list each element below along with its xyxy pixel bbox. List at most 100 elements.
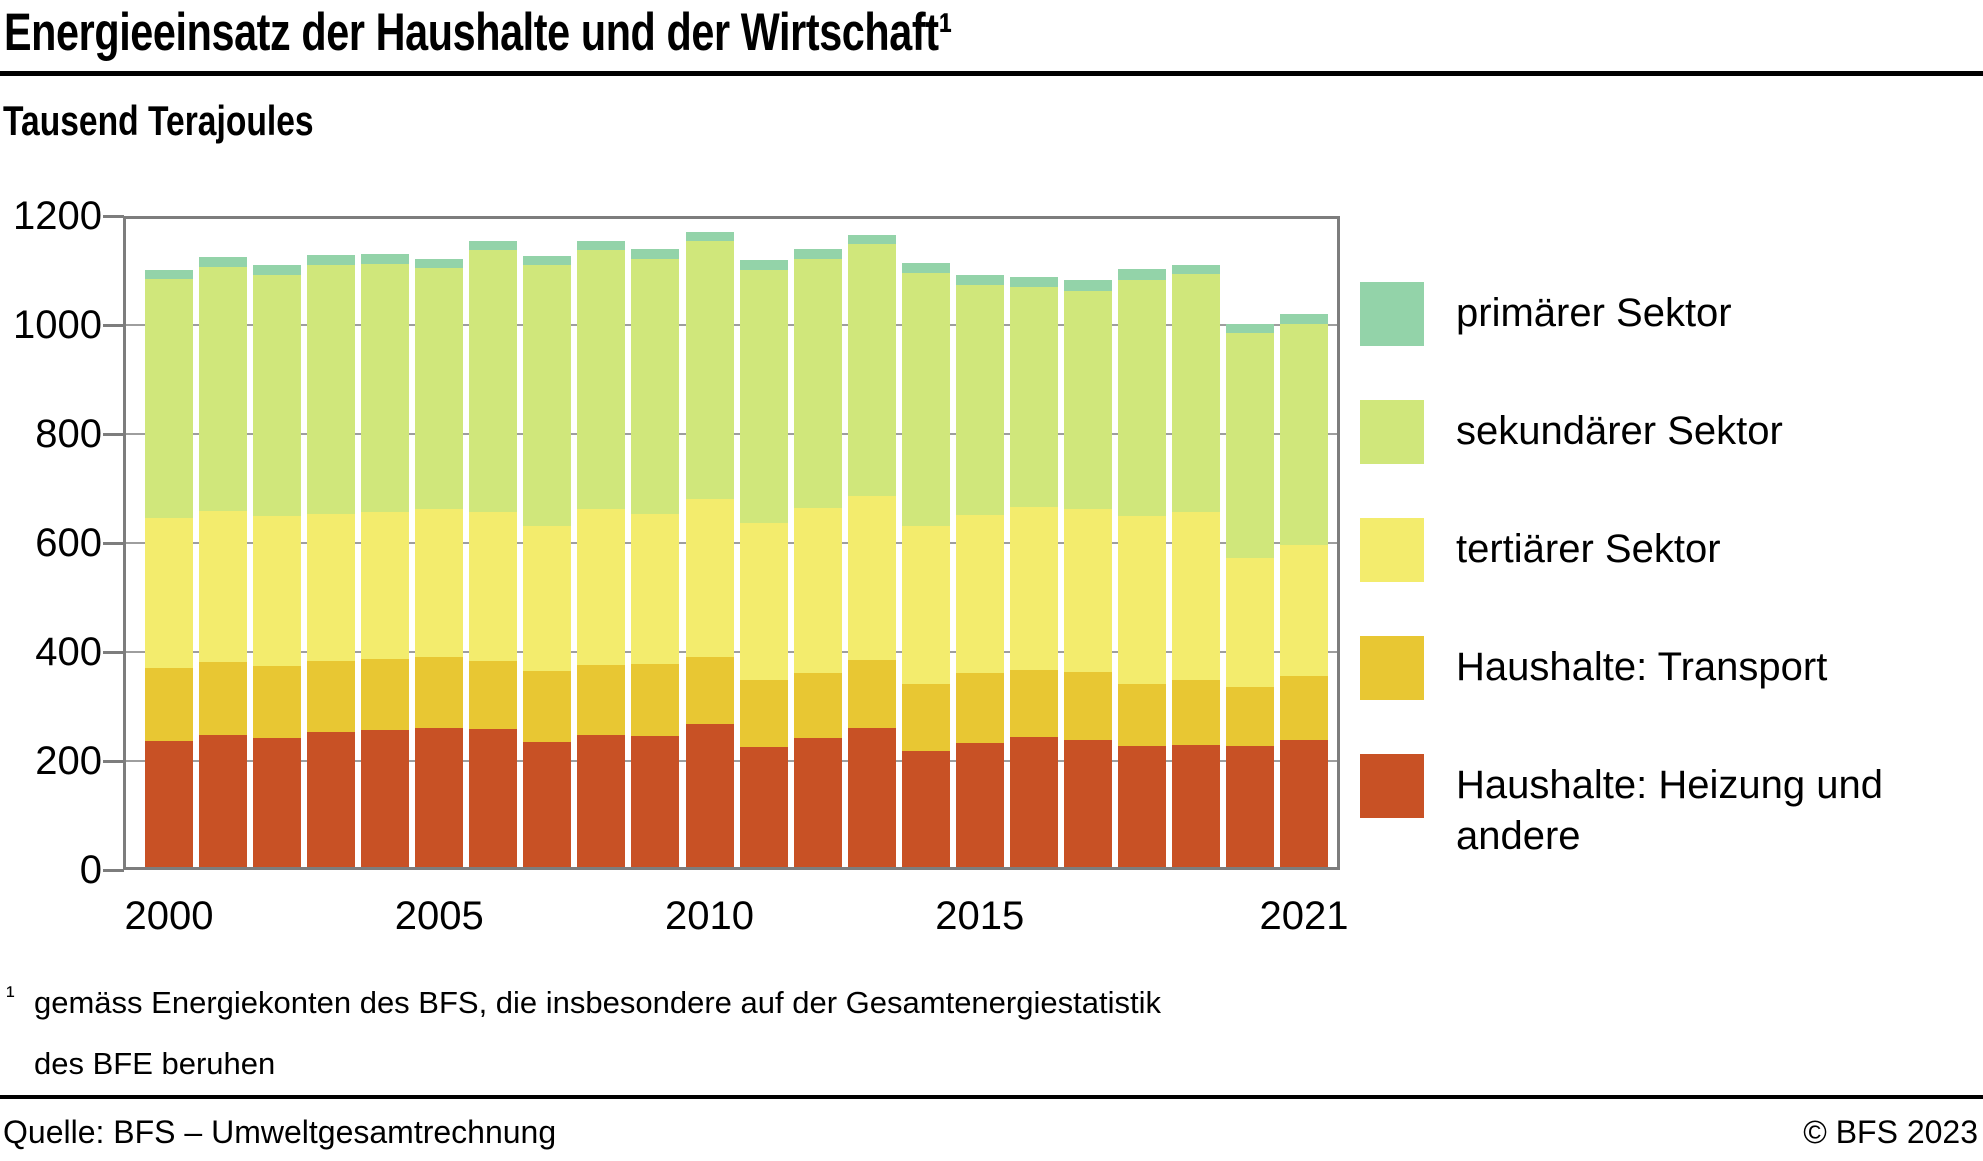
bar-segment — [1280, 740, 1329, 870]
bar-segment — [793, 507, 842, 673]
bar-segment — [739, 523, 788, 681]
bar-2019 — [1171, 264, 1220, 870]
bar-segment — [145, 269, 193, 279]
bar-segment — [901, 272, 950, 527]
bar-segment — [1063, 739, 1112, 870]
bar-segment — [793, 737, 842, 871]
legend-swatch — [1360, 400, 1424, 464]
bar-segment — [631, 664, 680, 736]
bar-segment — [1226, 686, 1274, 747]
bar-segment — [847, 659, 896, 728]
bar-segment — [1171, 744, 1220, 870]
bar-segment — [415, 657, 464, 728]
bar-2020 — [1226, 323, 1274, 871]
bar-2007 — [523, 256, 572, 870]
bar-segment — [577, 250, 626, 509]
bar-segment — [955, 514, 1004, 674]
bar-segment — [145, 668, 193, 741]
legend-swatch — [1360, 282, 1424, 346]
bar-segment — [361, 511, 410, 659]
legend-swatch — [1360, 636, 1424, 700]
legend-swatch — [1360, 754, 1424, 818]
copyright-label: © BFS 2023 — [1803, 1114, 1978, 1150]
bar-segment — [523, 256, 572, 266]
bar-segment — [901, 262, 950, 273]
bar-2006 — [469, 240, 518, 870]
bar-segment — [145, 518, 193, 669]
bar-segment — [1280, 313, 1329, 325]
legend-label: Haushalte: Heizung und andere — [1456, 763, 1883, 858]
bar-segment — [847, 244, 896, 497]
bar-segment — [307, 732, 356, 870]
bar-segment — [1117, 746, 1166, 871]
bar-segment — [523, 265, 572, 527]
y-tick-label-1000: 1000 — [13, 303, 102, 347]
y-tick-1000 — [103, 323, 124, 327]
bar-segment — [739, 260, 788, 270]
source-divider — [0, 1095, 1983, 1099]
bar-segment — [199, 511, 248, 662]
y-tick-400 — [103, 650, 124, 654]
x-tick-label-2010: 2010 — [665, 894, 754, 938]
bar-segment — [1009, 737, 1058, 870]
bar-segment — [253, 265, 302, 275]
bar-segment — [253, 666, 302, 739]
bar-segment — [901, 526, 950, 684]
bar-segment — [1171, 274, 1220, 513]
bar-2014 — [901, 262, 950, 870]
bar-segment — [955, 285, 1004, 515]
legend-label: primärer Sektor — [1456, 291, 1732, 335]
footnote-marker: ¹ — [6, 980, 15, 1010]
bar-segment — [631, 249, 680, 259]
bar-segment — [469, 660, 518, 730]
bar-segment — [1009, 669, 1058, 738]
bar-2003 — [307, 254, 356, 870]
bar-segment — [361, 253, 410, 264]
bar-segment — [253, 274, 302, 517]
bar-segment — [1009, 507, 1058, 670]
title-divider — [0, 71, 1983, 76]
bar-segment — [1063, 672, 1112, 740]
bar-segment — [415, 727, 464, 870]
y-tick-200 — [103, 759, 124, 763]
bar-segment — [1280, 544, 1329, 676]
bar-segment — [847, 727, 896, 871]
y-tick-label-600: 600 — [35, 521, 102, 565]
bar-segment — [739, 269, 788, 524]
plot-border — [123, 216, 1340, 870]
bar-2004 — [361, 253, 410, 870]
bar-segment — [577, 508, 626, 666]
bar-segment — [1009, 277, 1058, 288]
bar-segment — [145, 278, 193, 519]
legend-label: sekundärer Sektor — [1456, 409, 1783, 453]
bar-segment — [631, 513, 680, 664]
bar-2013 — [847, 234, 896, 871]
bar-segment — [685, 724, 734, 870]
bar-segment — [1117, 516, 1166, 684]
bar-segment — [307, 265, 356, 514]
bar-segment — [685, 657, 734, 725]
bar-segment — [793, 258, 842, 508]
y-tick-label-0: 0 — [79, 848, 102, 892]
bar-segment — [307, 254, 356, 266]
bar-segment — [901, 750, 950, 870]
bar-segment — [955, 673, 1004, 744]
bar-segment — [415, 508, 464, 658]
bar-segment — [847, 234, 896, 245]
bar-segment — [361, 263, 410, 512]
bar-segment — [469, 729, 518, 870]
bar-segment — [1226, 333, 1274, 559]
plot-area — [123, 216, 1340, 871]
bar-2002 — [253, 265, 302, 871]
y-tick-label-200: 200 — [35, 739, 102, 783]
bar-segment — [307, 513, 356, 661]
footnote-text: gemäss Energiekonten des BFS, die insbes… — [34, 985, 1161, 1081]
bar-segment — [361, 730, 410, 870]
bar-segment — [1226, 746, 1274, 871]
bar-segment — [523, 671, 572, 743]
bar-segment — [955, 743, 1004, 870]
bar-segment — [1063, 508, 1112, 673]
bar-segment — [1171, 680, 1220, 745]
bar-2021 — [1280, 313, 1329, 870]
bar-segment — [577, 665, 626, 735]
